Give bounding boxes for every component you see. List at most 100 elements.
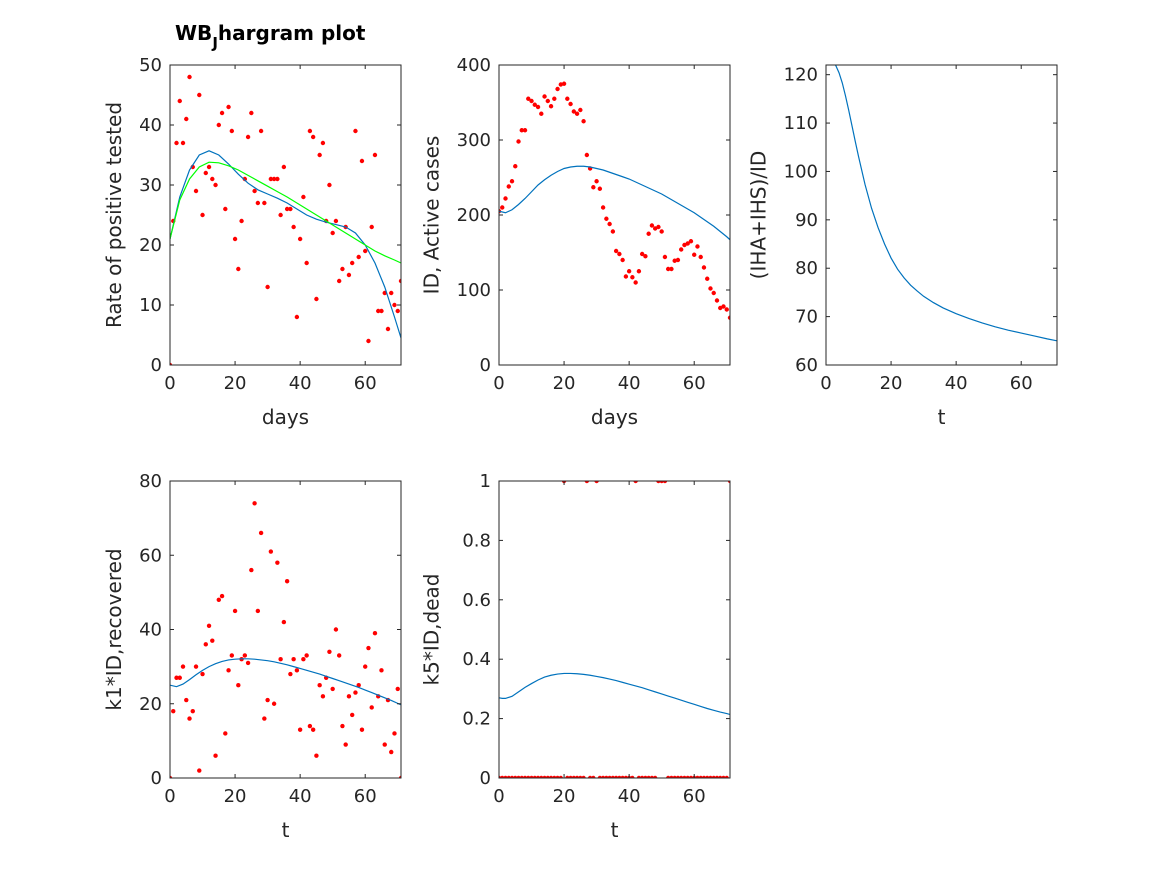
data-point [672,775,677,778]
data-point [389,290,394,296]
data-point [177,675,182,680]
plot-area [170,74,401,365]
axes-box [169,480,402,779]
fit-line-2 [170,658,401,706]
y-tick-label: 0.2 [462,709,491,730]
data-point [336,653,342,658]
data-point [288,671,293,677]
data-point [363,248,368,254]
data-point [695,775,700,778]
data-point [258,128,264,134]
data-point [252,188,257,194]
y-tick-label: 120 [784,65,818,86]
data-point [206,164,212,170]
data-point [249,110,254,116]
data-point [294,314,300,320]
data-point [526,775,531,778]
data-point [385,326,391,332]
data-point [711,290,716,296]
data-point [535,104,541,110]
x-axis-label: t [938,405,946,429]
data-point [701,775,707,778]
data-point [714,775,720,778]
data-point [278,212,283,218]
data-point [516,775,521,778]
x-tick-label: 60 [354,373,377,394]
data-point [304,653,309,658]
data-point [340,266,345,272]
data-point [249,567,254,573]
y-tick-label: 30 [139,175,162,196]
data-point [718,775,723,778]
data-point [626,269,632,274]
data-point [187,74,192,80]
data-point [327,182,332,188]
data-point [317,152,322,158]
data-point [372,631,378,636]
data-point [350,712,355,718]
y-tick-label: 60 [795,355,818,376]
data-point [369,224,374,230]
y-axis-label: k1*ID,recovered [102,548,126,710]
data-point [698,254,703,260]
x-tick-label: 0 [493,786,504,807]
data-point [307,128,313,134]
data-point [190,708,195,714]
x-tick-label: 20 [224,373,247,394]
data-point [727,481,730,484]
data-point [389,749,394,755]
y-tick-label: 0 [151,768,162,789]
fit-line-1 [826,65,1057,342]
data-point [594,481,599,484]
subplot-1: 0 20 40 60 0 10 20 30 40 50 days Rate of positive t… [102,55,402,429]
data-point [346,694,352,699]
x-tick-label: 20 [553,373,576,394]
data-point [180,140,186,146]
data-point [578,107,583,113]
data-point [568,775,573,778]
data-point [379,668,384,673]
data-point [565,775,570,778]
data-point [542,775,547,778]
data-point [366,645,371,651]
data-point [268,549,274,554]
y-tick-label: 0.4 [462,649,491,670]
data-point [297,727,303,732]
y-tick-label: 110 [784,113,818,134]
data-point [574,111,580,116]
y-tick-label: 100 [457,280,491,301]
data-point [278,657,283,662]
data-point [509,775,515,778]
data-point [268,176,274,182]
subplot-3: 0 20 40 60 60 70 80 90 100 110 120 t (IHA+IHS)/ID [747,64,1058,429]
data-point [503,775,508,778]
data-point [636,269,642,274]
x-tick-label: 20 [224,786,247,807]
y-tick-label: 80 [139,471,162,492]
data-point [171,708,176,714]
data-point [708,775,713,778]
data-point [369,705,374,710]
axes-box [498,64,731,366]
data-point [288,206,293,212]
data-point [698,775,703,778]
data-point [398,278,401,284]
data-point [395,308,400,314]
data-point [236,682,241,688]
data-point [372,152,378,158]
data-point [500,205,505,210]
data-point [688,239,694,244]
data-point [359,727,365,732]
data-point [193,664,199,669]
data-point [187,716,192,721]
data-point [548,104,554,109]
data-point [330,686,335,692]
x-tick-label: 40 [289,373,312,394]
y-tick-label: 400 [457,55,491,76]
data-point [327,649,332,654]
data-point [379,308,384,314]
data-point [646,775,651,778]
data-point [203,642,208,647]
data-point [336,278,342,284]
